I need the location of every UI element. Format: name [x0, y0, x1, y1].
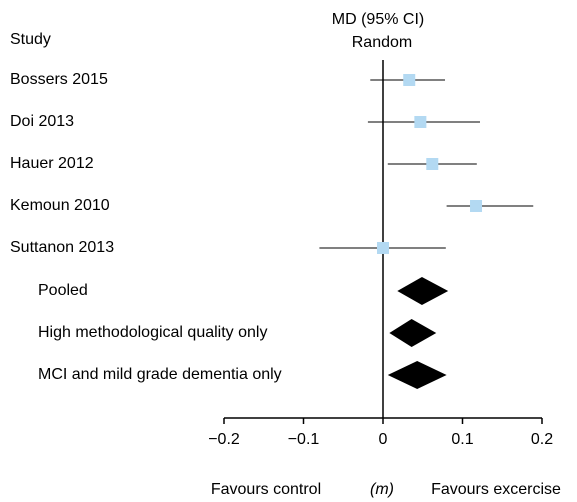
point-estimate	[426, 158, 439, 170]
footer-left: Favours control	[211, 481, 321, 498]
x-tick-label: 0.2	[531, 431, 553, 448]
summary-diamond	[389, 319, 437, 347]
point-estimate	[470, 200, 483, 212]
summary-label: High methodological quality only	[38, 324, 267, 341]
point-estimate	[414, 116, 427, 128]
x-tick-label: 0	[379, 431, 388, 448]
study-label: Suttanon 2013	[10, 239, 114, 256]
footer-right: Favours excercise	[431, 481, 561, 498]
header-line: MD (95% CI)	[332, 11, 424, 28]
x-tick-label: −0.2	[208, 431, 240, 448]
study-label: Kemoun 2010	[10, 197, 110, 214]
study-header: Study	[10, 31, 51, 48]
summary-label: Pooled	[38, 282, 88, 299]
summary-diamond	[397, 277, 449, 305]
point-estimate	[403, 74, 416, 86]
summary-diamond	[387, 361, 447, 389]
header-line: Random	[352, 34, 412, 51]
summary-label: MCI and mild grade dementia only	[38, 366, 282, 383]
study-label: Hauer 2012	[10, 155, 94, 172]
study-label: Bossers 2015	[10, 71, 108, 88]
footer-unit: (m)	[370, 481, 394, 498]
study-label: Doi 2013	[10, 113, 74, 130]
x-tick-label: 0.1	[451, 431, 473, 448]
x-tick-label: −0.1	[288, 431, 320, 448]
point-estimate	[377, 242, 389, 254]
